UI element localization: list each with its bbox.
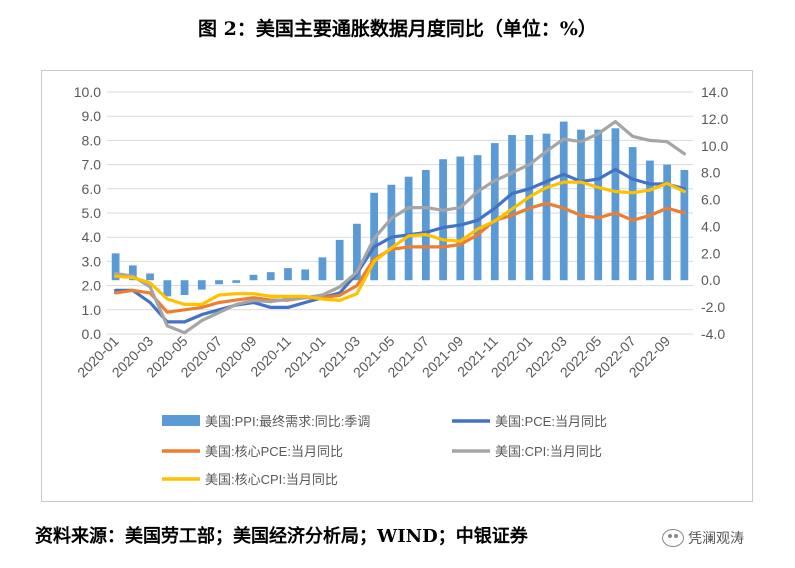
legend-label: 美国:核心PCE:当月同比 [205,444,343,459]
bar [542,133,551,281]
legend-label: 美国:PPI:最终需求:同比:季调 [205,414,370,429]
watermark: 凭澜观涛 [662,528,744,548]
chart-frame: 0.0 1.0 2.0 3.0 4.0 5.0 6.0 7.0 8.0 9.0 10.0 -4.0 -2… [41,70,753,502]
bar [559,121,568,281]
chart-title: 图 2：美国主要通胀数据月度同比（单位：%） [198,18,597,40]
legend-label: 美国:CPI:当月同比 [495,444,602,459]
bar [611,128,620,281]
bar [577,129,585,281]
bar [215,280,223,285]
bar [163,280,172,297]
y-left-tick-label: 5.0 [82,205,102,221]
bar [284,268,292,281]
bar [387,184,396,281]
y-right-tick-label: 14.0 [701,84,728,100]
wechat-icon [662,529,684,547]
bar [318,257,327,281]
bar [663,164,672,281]
y-right-tick-label: 12.0 [701,111,728,127]
y-left-tick-label: 4.0 [82,229,102,245]
series-line [113,167,687,324]
bar [111,253,120,281]
bar [232,280,241,283]
source-note: 资料来源：美国劳工部；美国经济分析局；WIND；中银证券 [35,526,528,547]
y-right-tick-label: 0.0 [701,272,721,288]
series-line [113,180,687,306]
y-left-tick-label: 2.0 [82,278,102,294]
bar [439,159,447,281]
y-right-tick-label: 10.0 [701,138,728,154]
bar [646,160,654,281]
y-left-tick-label: 9.0 [82,108,102,124]
bar [249,274,258,281]
bar [128,265,137,281]
bar [335,239,344,281]
bar [353,223,361,281]
legend-label: 美国:核心CPI:当月同比 [205,472,338,487]
y-left-tick-label: 3.0 [82,253,102,269]
y-right-tick-label: 8.0 [701,165,721,181]
bar [180,280,189,296]
y-left-tick-label: 0.0 [82,326,102,342]
y-left-tick-label: 10.0 [74,84,101,100]
bar [301,269,310,281]
y-right-tick-label: -4.0 [701,326,725,342]
bar [404,176,413,281]
bar [421,169,430,281]
bar [594,129,603,281]
bar [146,273,154,281]
bar [473,155,482,281]
y-left-tick-label: 1.0 [82,302,102,318]
y-right-tick-label: 6.0 [701,192,721,208]
bar [680,169,689,281]
bar [197,280,206,290]
bar [266,272,275,281]
y-right-tick-label: 4.0 [701,218,721,234]
legend-swatch [162,415,200,426]
series-line [113,201,687,314]
y-right-tick-label: -2.0 [701,299,725,315]
bar [628,147,637,281]
watermark-text: 凭澜观涛 [688,531,744,547]
series-line [113,119,687,335]
y-left-tick-label: 8.0 [82,132,102,148]
y-left-tick-label: 7.0 [82,157,102,173]
y-right-tick-label: 2.0 [701,245,721,261]
legend-label: 美国:PCE:当月同比 [495,414,607,429]
y-left-tick-label: 6.0 [82,181,102,197]
chart-area: 0.0 1.0 2.0 3.0 4.0 5.0 6.0 7.0 8.0 9.0 10.0 -4.0 -2… [74,84,729,487]
bar [456,156,465,281]
bar [490,143,499,281]
